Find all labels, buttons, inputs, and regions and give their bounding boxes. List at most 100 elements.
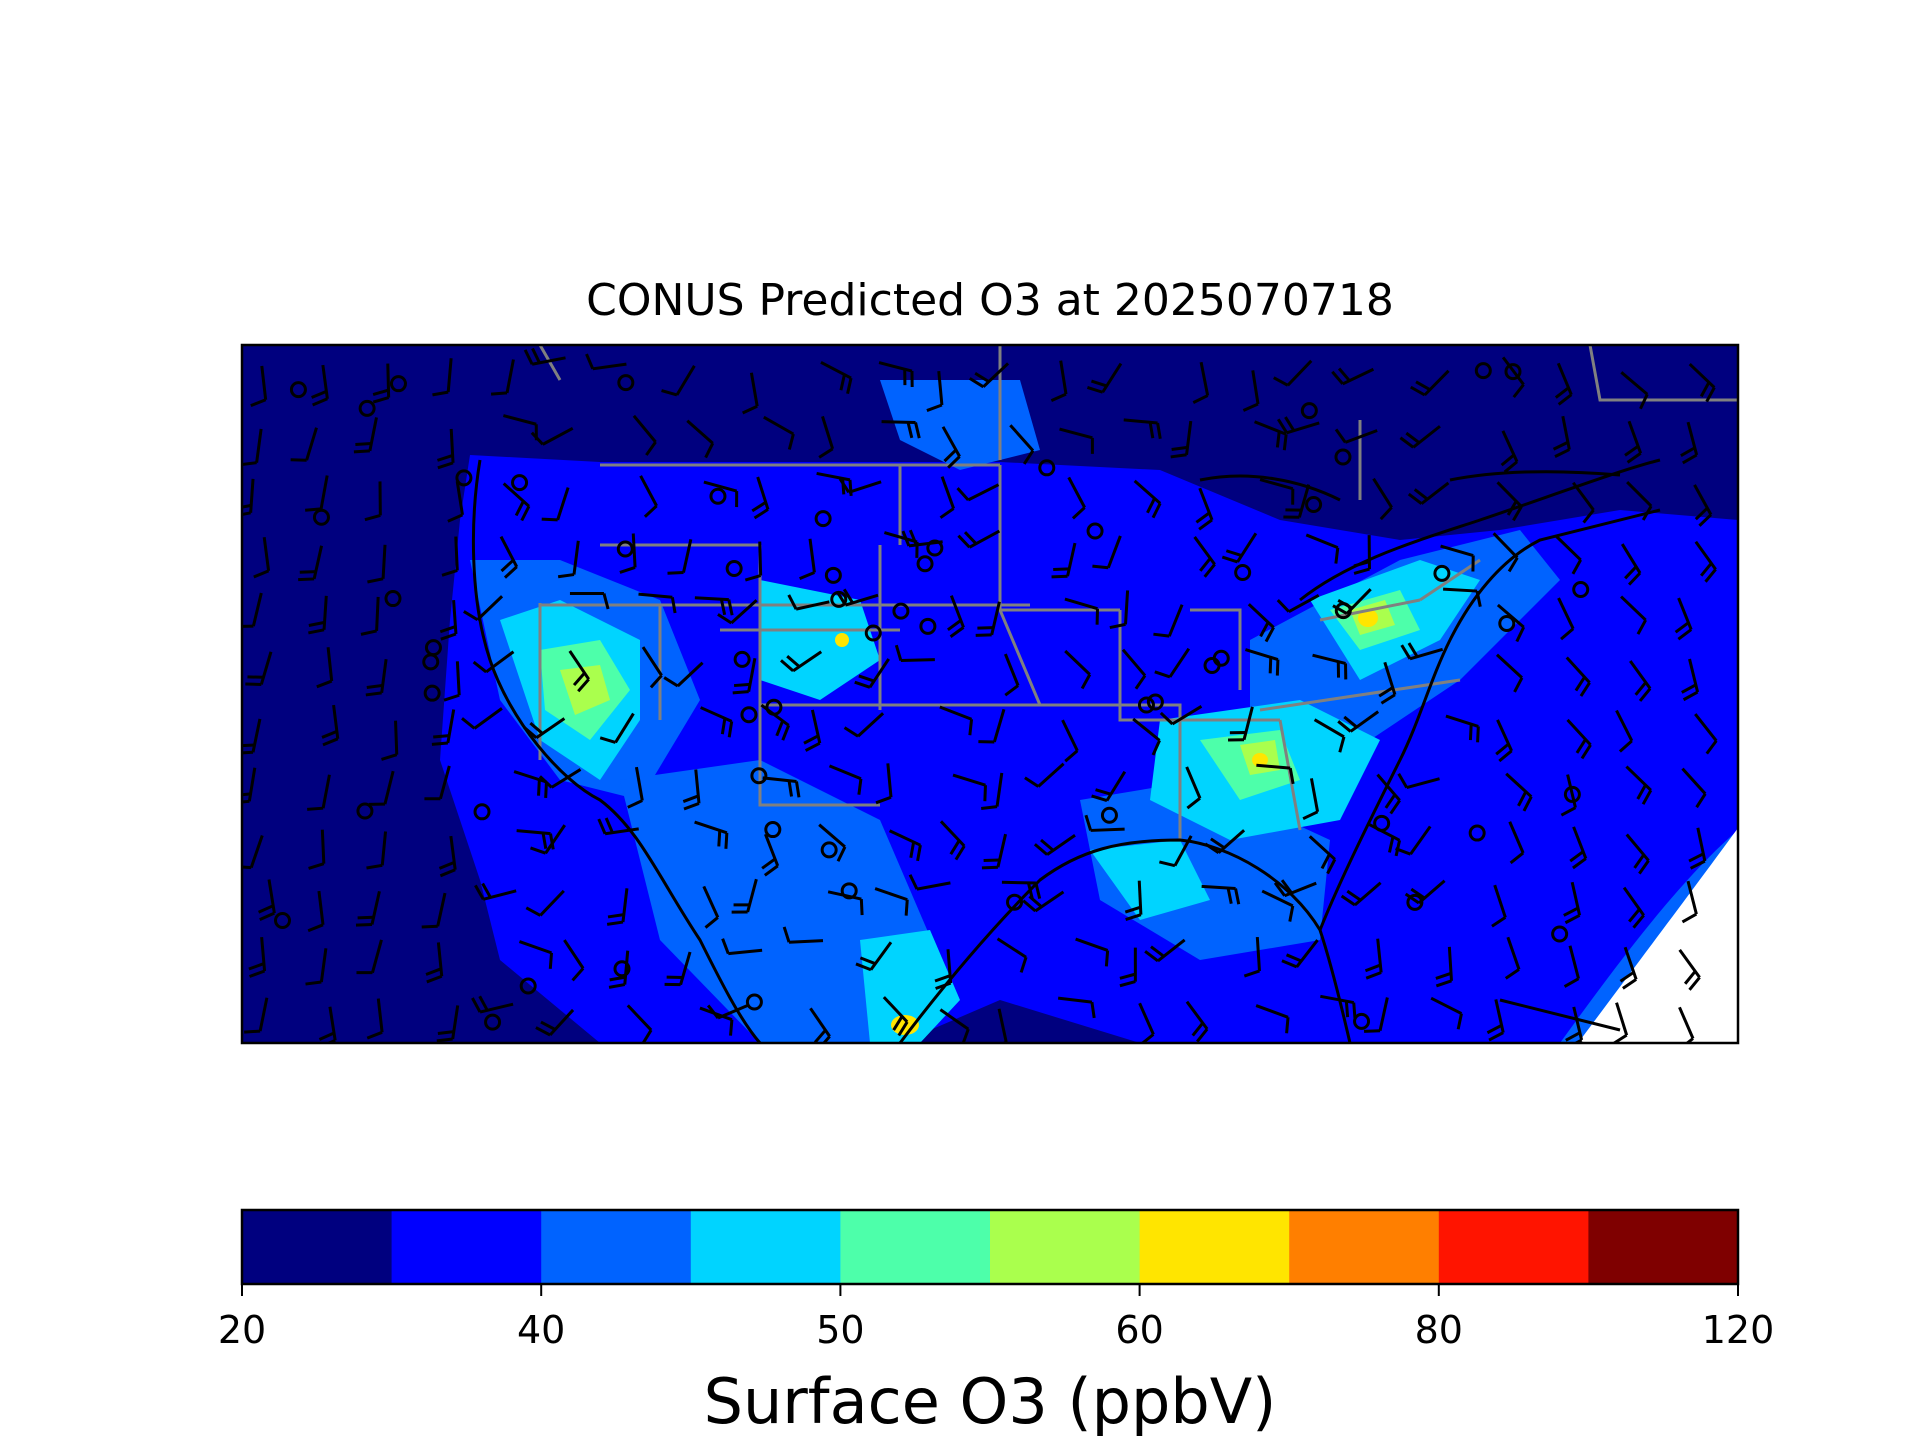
wind-barb — [664, 951, 692, 987]
wind-barb — [934, 949, 953, 990]
wind-barb — [1337, 710, 1380, 733]
wind-barb — [882, 996, 909, 1037]
wind-barb — [1243, 936, 1261, 978]
wind-barb — [298, 545, 324, 582]
wind-barb — [1688, 827, 1707, 870]
calm-wind-circle — [1305, 495, 1323, 513]
wind-barb — [1496, 481, 1523, 522]
wind-barb — [1435, 946, 1454, 988]
wind-barb — [686, 419, 715, 459]
wind-barb — [253, 536, 271, 579]
calm-wind-circle — [1498, 614, 1516, 632]
wind-barb — [523, 717, 566, 740]
wind-barb — [308, 595, 328, 635]
wind-barb — [818, 823, 847, 862]
calm-wind-circle — [916, 555, 934, 573]
wind-barb — [441, 536, 459, 577]
calm-wind-circle — [1373, 814, 1391, 832]
wind-barb — [632, 414, 657, 456]
calm-wind-circle — [617, 374, 635, 392]
wind-barb — [597, 817, 639, 836]
wind-barb — [1625, 765, 1653, 805]
wind-barb — [250, 365, 268, 408]
calm-wind-circle — [616, 540, 634, 558]
wind-barb — [1399, 425, 1441, 449]
wind-barb — [1221, 532, 1258, 564]
wind-barb — [818, 415, 835, 459]
wind-barb — [355, 890, 381, 927]
wind-barb — [1430, 996, 1463, 1030]
wind-barb — [763, 415, 795, 450]
calm-wind-circle — [1504, 363, 1522, 381]
calm-wind-circle — [1038, 459, 1056, 477]
wind-barb — [1124, 880, 1143, 921]
wind-barb — [1397, 772, 1440, 790]
wind-barb — [499, 535, 519, 579]
gulf-coast-elevated — [1090, 840, 1210, 920]
wind-barb — [321, 704, 340, 747]
wind-barb — [529, 824, 566, 855]
wind-barb — [874, 887, 909, 916]
wind-barb — [1680, 421, 1699, 465]
wind-barb — [530, 426, 574, 446]
ozone-peak-pennsylvania — [1358, 609, 1378, 627]
wind-barb — [421, 892, 447, 929]
wind-barb — [525, 889, 565, 917]
wind-barb — [820, 360, 853, 395]
wind-barb — [1694, 713, 1718, 755]
wind-barb — [242, 718, 262, 755]
calm-wind-circle — [892, 602, 910, 620]
wind-barb — [1407, 481, 1450, 505]
wind-barb — [803, 709, 822, 752]
wind-barb — [731, 878, 758, 914]
wind-barb — [1119, 947, 1137, 988]
wind-barb — [939, 705, 974, 736]
wind-barb — [751, 476, 770, 520]
ozone-peak-colorado — [835, 633, 849, 647]
wind-barb — [1491, 884, 1507, 928]
calm-wind-circle — [919, 617, 937, 635]
wind-barb — [431, 709, 456, 746]
wind-barb — [425, 942, 444, 984]
calm-wind-circle — [484, 1013, 502, 1031]
wind-barb — [1620, 543, 1642, 586]
wind-barb — [626, 1004, 653, 1043]
wind-barb — [439, 599, 458, 641]
calm-wind-circle — [1212, 649, 1230, 667]
wind-barb — [436, 428, 455, 470]
calm-wind-circle — [1353, 1012, 1371, 1030]
calm-wind-circle — [312, 508, 330, 526]
wind-barb — [1622, 886, 1645, 929]
colorbar-bin — [391, 1210, 542, 1284]
wind-barb — [1372, 477, 1393, 521]
calm-wind-circle — [274, 912, 292, 930]
wind-barb — [290, 427, 318, 462]
calm-wind-circle — [745, 993, 763, 1011]
wind-barb — [1123, 418, 1162, 440]
wind-barb — [1340, 881, 1382, 907]
wind-barb — [1273, 359, 1313, 387]
coastlines — [471, 458, 1661, 1043]
wind-barb — [1674, 597, 1693, 641]
wind-barb — [1552, 415, 1571, 458]
colorbar-tick-label: 60 — [1115, 1308, 1164, 1352]
wind-barb — [682, 769, 701, 811]
wind-barb — [353, 417, 378, 454]
wind-barb — [538, 768, 582, 789]
wind-barb — [762, 776, 801, 798]
calm-wind-circle — [864, 624, 882, 642]
wind-barb — [1057, 996, 1096, 1019]
wind-barb — [424, 765, 451, 801]
calm-wind-circle — [511, 474, 529, 492]
wind-barb — [717, 599, 758, 625]
wind-barb — [1276, 416, 1320, 435]
wind-barb — [1033, 833, 1076, 856]
map-frame — [240, 343, 1740, 1045]
wind-barb — [1193, 536, 1216, 578]
wind-barb — [881, 420, 921, 439]
wind-barb — [1626, 481, 1653, 521]
wind-barb — [1331, 367, 1375, 386]
wind-barb — [1440, 544, 1475, 572]
wind-barb — [1086, 362, 1123, 394]
wind-barb — [1201, 884, 1241, 905]
